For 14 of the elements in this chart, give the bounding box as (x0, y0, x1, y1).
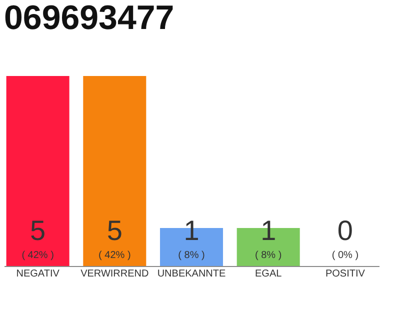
annotation: ( 8% ) (255, 250, 282, 261)
x-tick-label: EGAL (255, 268, 282, 280)
annotation: ( 0% ) (332, 250, 359, 261)
annotation: ( 42% ) (98, 250, 131, 261)
chart-title: 069693477 (4, 0, 174, 37)
data-label: 5 (106, 215, 122, 246)
data-label: 0 (337, 215, 353, 246)
annotation: ( 42% ) (22, 250, 54, 261)
x-tick-label: POSITIV (325, 268, 366, 280)
data-label: 5 (30, 215, 46, 246)
annotation: ( 8% ) (178, 250, 205, 261)
x-tick-label: NEGATIV (16, 268, 60, 280)
x-tick-label: VERWIRREND (80, 268, 149, 280)
x-tick-label: UNBEKANNTE (157, 268, 226, 280)
